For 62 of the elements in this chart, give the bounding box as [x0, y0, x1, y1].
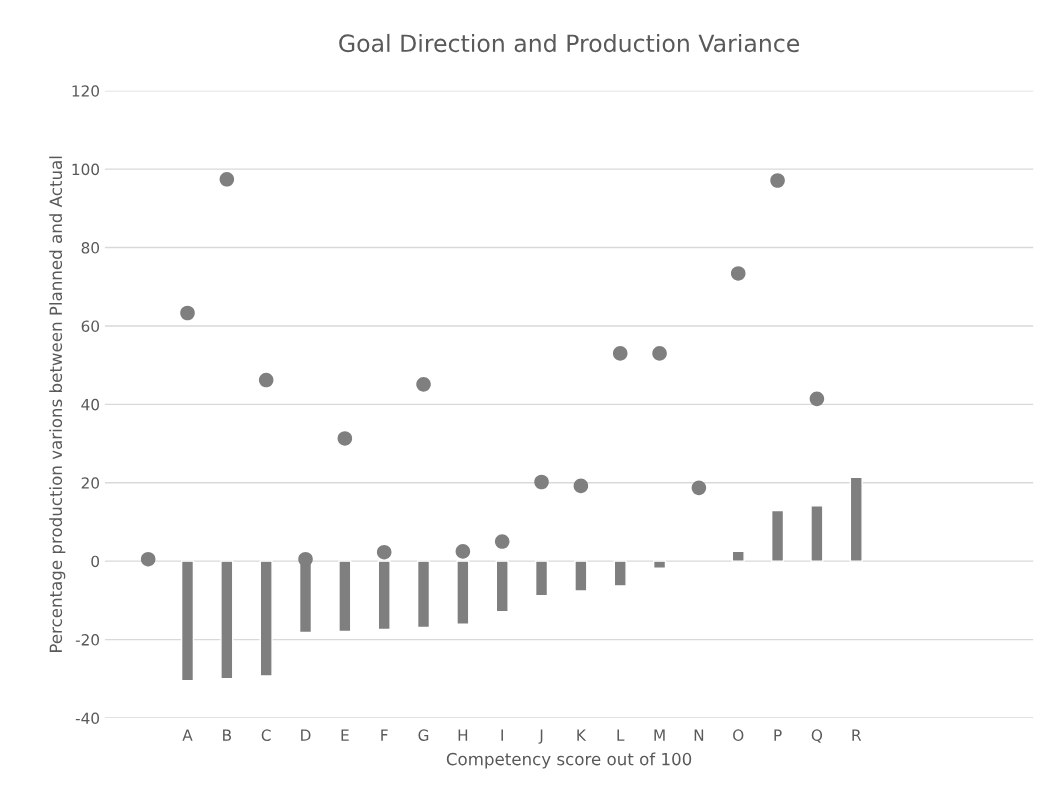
- chart-title: Goal Direction and Production Variance: [339, 33, 800, 53]
- point: [298, 551, 313, 567]
- bar: [259, 560, 273, 677]
- point: [219, 172, 235, 187]
- bar: [416, 560, 431, 629]
- x-tick-label: M: [654, 729, 665, 741]
- x-tick-label: N: [694, 729, 704, 741]
- y-tick-label: 40: [81, 398, 100, 411]
- y-axis-title: Percentage production varions between Planned and Actual: [49, 156, 66, 652]
- x-axis-title: Competency score out of 100: [446, 752, 692, 769]
- y-tick-label: 0: [91, 555, 100, 568]
- bar: [849, 476, 863, 562]
- point: [573, 478, 589, 494]
- bar: [534, 560, 549, 597]
- bar: [770, 509, 785, 562]
- bar: [613, 560, 627, 587]
- point: [180, 305, 195, 321]
- bar: [731, 550, 745, 562]
- y-tick-label: 20: [81, 477, 100, 489]
- x-tick-label: E: [341, 729, 349, 741]
- x-tick-label: B: [223, 729, 232, 741]
- y-tick-label: 100: [72, 163, 100, 176]
- x-tick-label: I: [501, 729, 503, 741]
- bar: [338, 560, 352, 633]
- point: [376, 544, 392, 560]
- x-tick-label: L: [617, 729, 625, 741]
- y-tick-label: -20: [75, 634, 100, 646]
- x-tick-label: O: [733, 729, 744, 741]
- x-tick-label: K: [577, 729, 587, 741]
- bar: [574, 560, 588, 592]
- point: [258, 372, 274, 388]
- x-tick-label: G: [418, 729, 429, 741]
- point: [455, 544, 471, 559]
- x-tick-label: R: [852, 729, 862, 741]
- point: [770, 173, 785, 188]
- x-tick-label: Q: [811, 729, 823, 743]
- y-tick-label: 80: [81, 242, 100, 254]
- point: [730, 266, 746, 281]
- bar: [495, 560, 509, 613]
- bar: [220, 560, 234, 680]
- x-tick-label: H: [458, 729, 468, 741]
- point: [652, 346, 667, 361]
- x-tick-label: J: [538, 729, 543, 744]
- point: [612, 346, 628, 361]
- y-tick-label: 60: [81, 320, 100, 332]
- bar: [652, 560, 667, 569]
- point: [140, 551, 156, 567]
- point: [494, 534, 510, 549]
- x-tick-label: A: [182, 729, 193, 741]
- point: [534, 474, 549, 490]
- point: [337, 431, 353, 446]
- x-tick-label: P: [774, 729, 782, 741]
- x-tick-label: D: [301, 729, 311, 741]
- y-tick-label: -40: [75, 712, 100, 725]
- point: [691, 480, 707, 496]
- point: [416, 377, 431, 392]
- point: [809, 391, 825, 407]
- bar: [810, 505, 824, 562]
- bar: [180, 560, 195, 682]
- x-tick-label: F: [381, 729, 388, 741]
- x-tick-label: C: [261, 729, 271, 741]
- y-tick-label: 120: [72, 85, 100, 97]
